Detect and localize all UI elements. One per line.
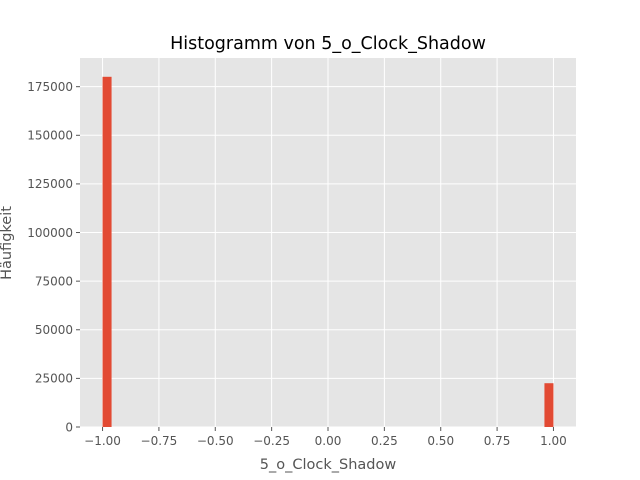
x-tick-label: 0.75: [484, 434, 511, 448]
x-tick-label: 1.00: [540, 434, 567, 448]
histogram-bar: [102, 76, 112, 427]
x-tick-label: −0.75: [141, 434, 178, 448]
y-tick-label: 25000: [35, 372, 73, 386]
y-tick-label: 150000: [27, 129, 73, 143]
x-tick-label: 0.00: [315, 434, 342, 448]
y-tick-label: 175000: [27, 80, 73, 94]
y-tick-label: 75000: [35, 274, 73, 288]
x-tick-label: −1.00: [84, 434, 121, 448]
y-tick-label: 125000: [27, 177, 73, 191]
y-axis-ticks: 0 25000 50000 75000 100000 125000 150000 175000: [27, 80, 80, 434]
x-tick-label: 0.50: [427, 434, 454, 448]
x-tick-label: −0.50: [197, 434, 234, 448]
chart-title: Histogramm von 5_o_Clock_Shadow: [170, 34, 486, 54]
y-tick-label: 50000: [35, 323, 73, 337]
histogram-bar: [544, 383, 554, 427]
x-axis-label: 5_o_Clock_Shadow: [260, 457, 397, 473]
y-axis-label: Häufigkeit: [0, 206, 15, 280]
x-axis-ticks: −1.00 −0.75 −0.50 −0.25 0.00 0.25 0.50 0.75 1.00: [84, 427, 567, 448]
y-tick-label: 0: [65, 420, 73, 434]
x-tick-label: −0.25: [253, 434, 290, 448]
y-tick-label: 100000: [27, 226, 73, 240]
histogram-bars: [102, 76, 554, 427]
x-tick-label: 0.25: [371, 434, 398, 448]
